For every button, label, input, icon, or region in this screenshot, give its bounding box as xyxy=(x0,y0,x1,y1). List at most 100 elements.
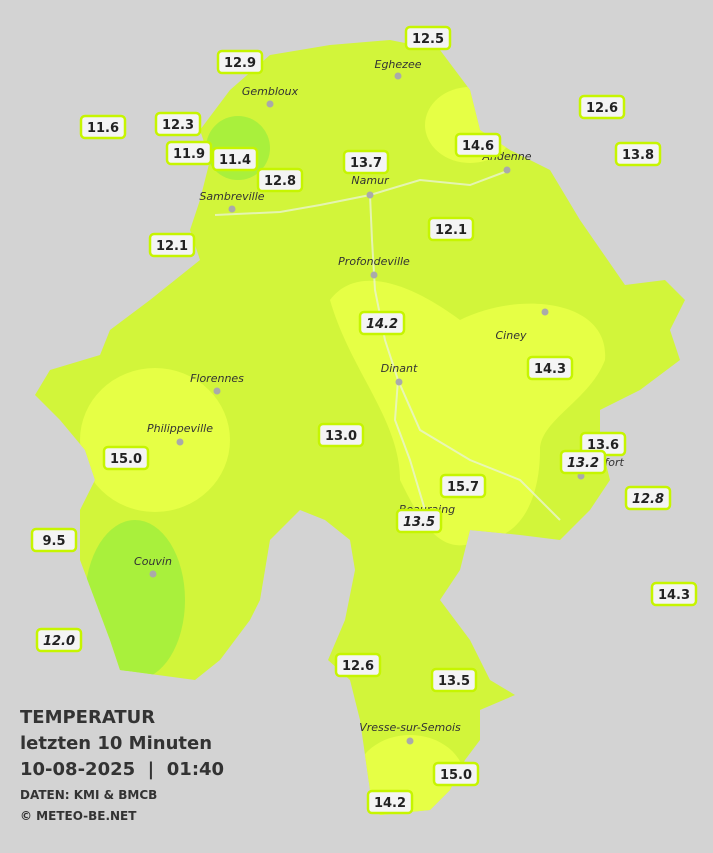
city-label: Vresse-sur-Semois xyxy=(359,721,461,734)
station-box xyxy=(404,25,452,51)
station-value: 13.5 xyxy=(403,515,435,530)
station-value: 13.2 xyxy=(567,456,599,471)
city-dot xyxy=(366,191,374,199)
cool-zone xyxy=(85,520,185,680)
station: 15.7 xyxy=(439,473,487,499)
station-box xyxy=(395,508,443,534)
station: 14.2 xyxy=(358,310,406,336)
station: 14.6 xyxy=(454,132,502,158)
city-dot xyxy=(406,737,414,745)
station: 13.5 xyxy=(395,508,443,534)
station: 12.3 xyxy=(154,111,202,137)
map-copyright: © METEO-BE.NET xyxy=(20,809,137,823)
city-label: Sambreville xyxy=(199,190,264,203)
city-label: Namur xyxy=(351,174,390,187)
station-box xyxy=(256,167,304,193)
city-dot xyxy=(149,570,157,578)
city-label: Gembloux xyxy=(242,85,299,98)
city-dot xyxy=(176,438,184,446)
station-box xyxy=(432,761,480,787)
station: 12.6 xyxy=(334,652,382,678)
map-title: TEMPERATUR xyxy=(20,707,155,728)
station: 12.1 xyxy=(427,216,475,242)
station: 9.5 xyxy=(30,527,78,553)
map-datetime: 10-08-2025 | 01:40 xyxy=(20,759,224,780)
station-box xyxy=(366,789,414,815)
station-value: 14.3 xyxy=(534,362,566,377)
station-value: 11.6 xyxy=(87,121,119,136)
city-dot xyxy=(213,387,221,395)
station: 13.0 xyxy=(317,422,365,448)
station-value: 12.9 xyxy=(224,56,256,71)
station-value: 11.9 xyxy=(173,147,205,162)
city-dot xyxy=(228,205,236,213)
station-value: 12.6 xyxy=(342,659,374,674)
station: 12.8 xyxy=(624,485,672,511)
station: 12.5 xyxy=(404,25,452,51)
station-box xyxy=(102,445,150,471)
city-label: Profondeville xyxy=(338,255,410,268)
station: 13.5 xyxy=(430,667,478,693)
station-box xyxy=(334,652,382,678)
station-value: 13.7 xyxy=(350,156,382,171)
station-box xyxy=(154,111,202,137)
station: 15.0 xyxy=(102,445,150,471)
station-value: 15.0 xyxy=(440,768,472,783)
station-box xyxy=(216,49,264,75)
station-value: 14.6 xyxy=(462,139,494,154)
station: 11.9 xyxy=(165,140,213,166)
station-value: 12.8 xyxy=(264,174,296,189)
station-value: 13.0 xyxy=(325,429,357,444)
station: 15.0 xyxy=(432,761,480,787)
station: 14.3 xyxy=(650,581,698,607)
station-value: 12.1 xyxy=(435,223,467,238)
station: 14.2 xyxy=(366,789,414,815)
station-value: 12.6 xyxy=(586,101,618,116)
map-subtitle: letzten 10 Minuten xyxy=(20,733,212,754)
station-box xyxy=(79,114,127,140)
station-value: 15.0 xyxy=(110,452,142,467)
city-dot xyxy=(541,308,549,316)
station: 11.6 xyxy=(79,114,127,140)
station: 12.1 xyxy=(148,232,196,258)
station-value: 12.0 xyxy=(43,634,75,649)
map-source: DATEN: KMI & BMCB xyxy=(20,788,157,802)
station: 12.8 xyxy=(256,167,304,193)
city-dot xyxy=(395,378,403,386)
city-dot xyxy=(394,72,402,80)
station-value: 11.4 xyxy=(219,153,251,168)
station-box xyxy=(358,310,406,336)
city-dot xyxy=(266,100,274,108)
station-box xyxy=(148,232,196,258)
station-value: 12.8 xyxy=(632,492,664,507)
station-value: 14.3 xyxy=(658,588,690,603)
station-box xyxy=(578,94,626,120)
station-value: 13.6 xyxy=(587,438,619,453)
city-label: Florennes xyxy=(190,372,244,385)
station: 11.4 xyxy=(211,146,259,172)
station-value: 12.5 xyxy=(412,32,444,47)
station-box xyxy=(624,485,672,511)
station-value: 9.5 xyxy=(42,534,65,549)
station: 14.3 xyxy=(526,355,574,381)
city-label: Eghezee xyxy=(375,58,422,71)
station: 12.9 xyxy=(216,49,264,75)
station-box xyxy=(430,667,478,693)
warm-zone xyxy=(80,368,230,512)
station: 13.2 xyxy=(559,449,607,475)
station-box xyxy=(211,146,259,172)
station: 13.8 xyxy=(614,141,662,167)
station: 12.0 xyxy=(35,627,83,653)
station-box xyxy=(427,216,475,242)
city-dot xyxy=(503,166,511,174)
station-box xyxy=(650,581,698,607)
station-box xyxy=(559,449,607,475)
station-value: 15.7 xyxy=(447,480,479,495)
station-box xyxy=(342,149,390,175)
city-label: Philippeville xyxy=(147,422,213,435)
city-label: Dinant xyxy=(381,362,418,375)
station-box xyxy=(35,627,83,653)
warm-zone xyxy=(330,280,606,546)
station-box xyxy=(439,473,487,499)
